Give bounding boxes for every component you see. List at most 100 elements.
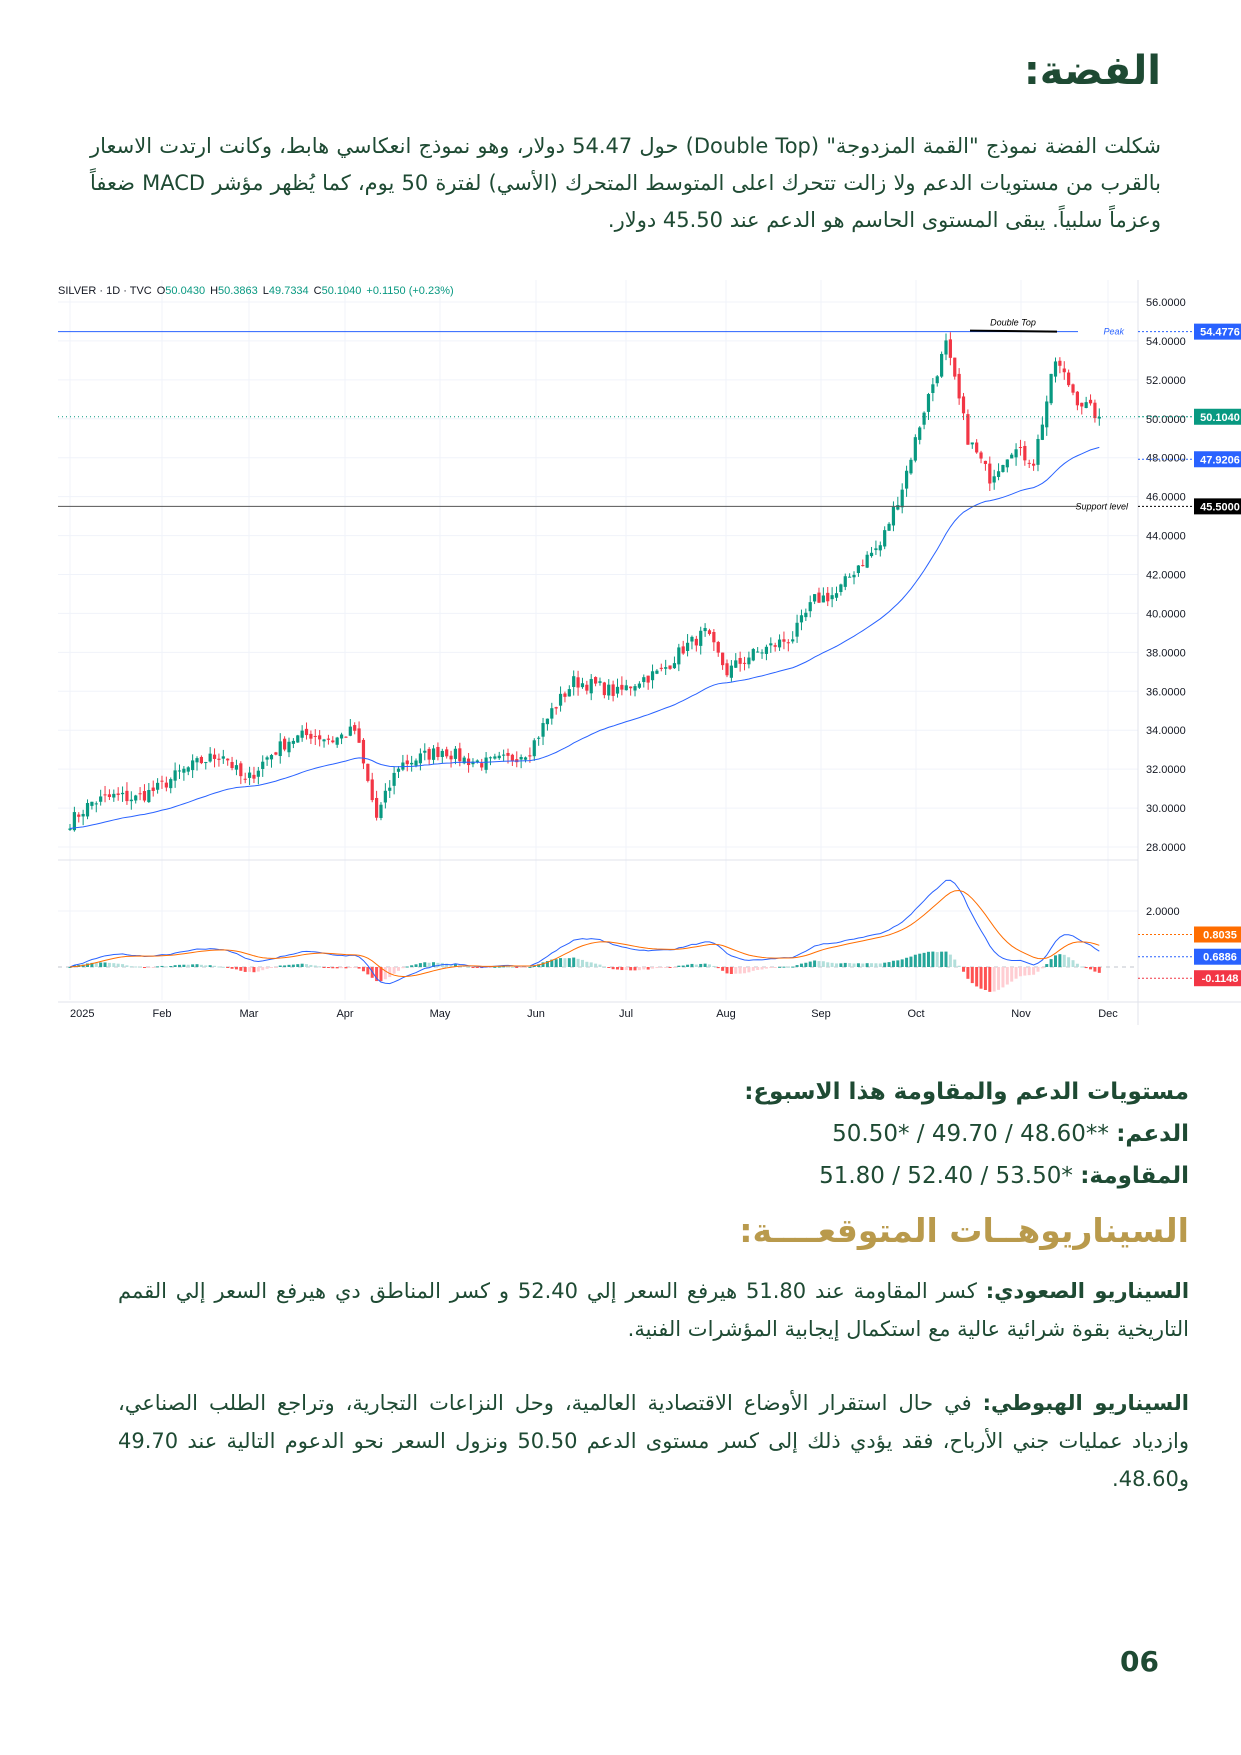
macd-histogram-bar — [826, 962, 830, 967]
candle — [217, 758, 221, 760]
candle — [274, 752, 278, 755]
candle — [462, 757, 466, 764]
macd-histogram-bar — [453, 964, 457, 967]
candle — [1005, 459, 1009, 468]
candle — [230, 761, 234, 769]
macd-histogram-bar — [532, 965, 536, 967]
macd-histogram-bar — [624, 967, 628, 971]
macd-histogram-bar — [764, 967, 768, 969]
candle — [269, 755, 274, 760]
double-top-label: Double Top — [990, 318, 1036, 328]
candle — [1049, 373, 1053, 404]
macd-histogram-bar — [839, 963, 843, 967]
candle — [405, 760, 409, 765]
candle — [777, 639, 782, 648]
macd-histogram-bar — [379, 967, 383, 982]
candle — [335, 737, 339, 745]
macd-histogram-bar — [572, 957, 576, 967]
macd-histogram-bar — [1089, 967, 1093, 970]
macd-histogram-bar — [655, 967, 659, 969]
high-value: 50.3863 — [218, 285, 258, 297]
candle — [931, 384, 935, 394]
candle — [383, 790, 387, 803]
macd-histogram-bar — [550, 959, 554, 967]
candle — [992, 476, 996, 483]
candle — [729, 665, 733, 678]
macd-histogram-bar — [970, 967, 974, 984]
bearish-scenario: السيناريو الهبوطي: في حال استقرار الأوضا… — [118, 1391, 1189, 1491]
candle — [1023, 445, 1027, 461]
macd-histogram-bar — [1097, 967, 1101, 973]
candle — [261, 761, 265, 769]
candle — [445, 749, 449, 757]
x-tick-label: Oct — [907, 1008, 924, 1020]
macd-histogram-bar — [510, 966, 514, 968]
candle — [392, 772, 396, 786]
candle — [112, 793, 116, 798]
macd-histogram-bar — [357, 967, 361, 969]
macd-histogram-bar — [602, 966, 606, 968]
candle — [607, 684, 611, 696]
candle — [120, 792, 125, 795]
macd-histogram-bar — [953, 959, 957, 967]
candle — [353, 725, 357, 731]
macd-histogram-bar — [475, 967, 479, 968]
macd-histogram-bar — [852, 963, 856, 967]
macd-histogram-bar — [913, 954, 917, 967]
last-price-tag-bg — [1194, 408, 1241, 425]
support-levels: الدعم: 50.50* / 49.70 / 48.60** — [832, 1121, 1189, 1147]
macd-histogram-bar — [234, 967, 238, 970]
candle — [961, 396, 966, 414]
candle — [891, 506, 896, 526]
macd-histogram-bar — [239, 967, 243, 971]
macd-histogram-bar — [962, 967, 966, 972]
macd-histogram-bar — [427, 962, 431, 967]
candle — [1018, 447, 1023, 449]
resistance-levels: المقاومة: 51.80 / 52.40 / 53.50* — [819, 1163, 1189, 1189]
candle — [795, 622, 799, 637]
macd-histogram-bar — [957, 965, 961, 967]
candle — [331, 740, 335, 743]
candle — [966, 414, 970, 445]
candle — [471, 761, 475, 765]
candle — [436, 746, 440, 757]
candle — [506, 752, 510, 756]
macd-histogram-bar — [830, 962, 834, 967]
macd-histogram-bar — [169, 966, 173, 968]
macd-histogram-bar — [515, 967, 519, 968]
candle — [878, 545, 882, 551]
candle — [247, 772, 252, 778]
macd-histogram-bar — [344, 967, 348, 969]
candle — [278, 741, 282, 757]
candle — [256, 770, 260, 777]
chart-header: SILVER · 1D · TVC O50.0430 H50.3863 L49.733… — [58, 285, 454, 297]
candle — [151, 787, 155, 791]
macd-value-tag: 0.6886 — [1203, 952, 1237, 964]
macd-histogram-bar — [664, 967, 668, 968]
macd-histogram-bar — [883, 962, 887, 967]
candle — [427, 748, 431, 760]
macd-histogram-bar — [388, 967, 392, 978]
macd-histogram-bar — [668, 967, 672, 968]
candles — [68, 332, 1101, 832]
candle — [1071, 384, 1075, 393]
macd-histogram-bar — [1093, 967, 1097, 972]
y-tick-label: 54.0000 — [1146, 336, 1186, 348]
y-tick-label: 34.0000 — [1146, 725, 1186, 737]
x-tick-label: Nov — [1011, 1008, 1031, 1020]
macd-histogram-bar — [611, 967, 615, 970]
candle — [677, 647, 681, 665]
macd-histogram-bar — [931, 951, 935, 967]
candle — [440, 750, 444, 757]
candle — [488, 757, 493, 759]
candle — [948, 339, 952, 358]
x-tick-label: Jul — [619, 1008, 633, 1020]
macd-histogram-bar — [799, 963, 803, 967]
candle — [186, 767, 190, 772]
macd-histogram-bar — [738, 967, 742, 974]
y-tick-label: 52.0000 — [1146, 375, 1186, 387]
macd-histogram-bar — [865, 963, 869, 967]
macd-histogram-bar — [607, 967, 611, 968]
x-tick-label: Mar — [240, 1008, 259, 1020]
candle — [799, 615, 804, 623]
